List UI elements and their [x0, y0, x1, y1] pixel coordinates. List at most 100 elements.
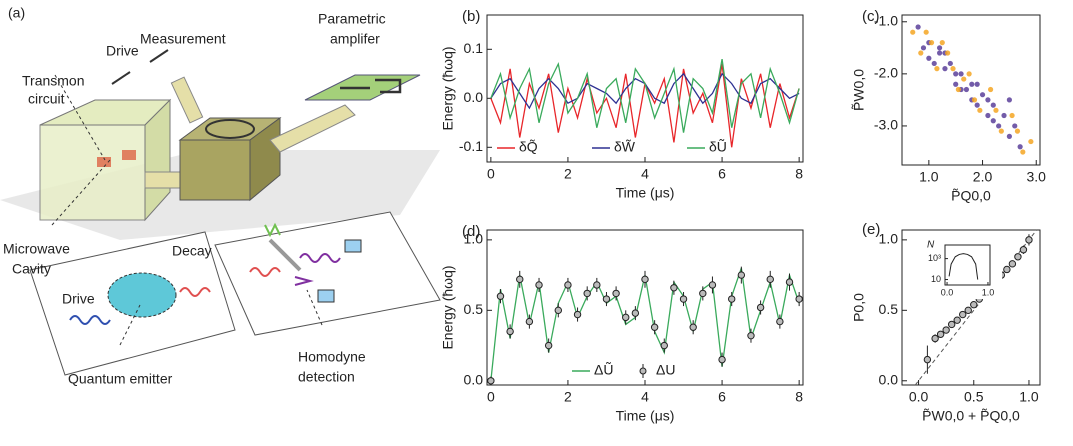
data-point: [506, 327, 514, 336]
x-tick-label: 0.0: [909, 389, 929, 405]
data-point: [573, 310, 582, 319]
scatter-point: [934, 66, 940, 72]
diagram-label: detection: [298, 369, 355, 385]
emitter: [107, 272, 177, 318]
scatter-point: [1006, 133, 1012, 139]
x-tick-label: 0: [487, 389, 495, 405]
y-tick-label: 10³: [928, 253, 941, 263]
y-tick-label: -0.1: [459, 138, 483, 154]
setup-diagram: [0, 49, 441, 376]
y-axis-label: N: [927, 240, 935, 251]
diagram-label: circuit: [28, 91, 65, 107]
diagram-label: Transmon: [22, 73, 85, 89]
data-point: [747, 331, 755, 340]
data-point: [923, 355, 932, 364]
data-point: [699, 289, 707, 298]
scatter-point: [923, 29, 929, 35]
x-tick-label: 1.0: [1019, 389, 1039, 405]
scatter-point: [955, 86, 961, 93]
data-point: [496, 292, 505, 300]
scatter-point: [926, 55, 932, 61]
diagram-label: Microwave: [3, 241, 70, 257]
legend-label: δW̃: [614, 138, 636, 154]
data-point: [1014, 253, 1022, 261]
scatter-point: [942, 66, 948, 72]
x-axis-label: Time (μs): [616, 408, 675, 424]
chart-panel: 0 2 4 6 8 0.0 0.5 1.0(d) Time (μs) Energy (ħωq) ΔŨ…: [440, 223, 804, 424]
data-point: [728, 295, 736, 303]
y-tick-label: -3.0: [874, 117, 898, 133]
plot-frame: [901, 229, 1041, 386]
scatter-point: [998, 128, 1004, 134]
cavity-front: [39, 124, 146, 221]
data-point: [583, 289, 591, 298]
data-point: [525, 317, 534, 326]
chart-panel: 0 2 4 6 8 -0.1 0.0 0.1 (b) Time (μs) Energy (ħωq) δ…: [440, 8, 804, 201]
scatter-point: [947, 60, 953, 67]
chart-panel: 1.0 2.0 3.0 -1.0 -2.0 -3.0 (c) P̃Q0,0 P̃W0,0: [850, 8, 1046, 204]
x-tick-label: 1.0: [982, 287, 995, 297]
scatter-point: [985, 112, 991, 119]
scatter-point: [928, 40, 935, 46]
data-point: [554, 306, 562, 315]
scatter-point: [990, 118, 996, 124]
data-point: [544, 341, 553, 350]
y-tick-label: 0.5: [879, 301, 899, 317]
data-point: [737, 271, 746, 279]
y-tick-label: -2.0: [874, 65, 898, 81]
scatter-point: [1006, 97, 1012, 103]
legend-label: δQ̃: [519, 138, 538, 154]
legend-swatch: [639, 367, 647, 375]
y-axis-label: P0,0: [851, 293, 867, 322]
y-tick-label: 0.1: [464, 40, 484, 56]
data-point: [1008, 260, 1017, 268]
circulator-front: [179, 139, 251, 201]
data-point: [959, 310, 967, 319]
transmon-pad: [97, 157, 111, 167]
scatter-point: [966, 71, 972, 77]
data-point: [936, 330, 945, 338]
diagram-label: Quantum emitter: [68, 371, 173, 387]
diagram-label: Decay: [172, 243, 212, 259]
arrow: [111, 71, 131, 85]
scatter-point: [971, 97, 978, 103]
data-point: [1025, 236, 1033, 244]
data-point: [487, 377, 495, 385]
data-point: [535, 281, 543, 289]
y-tick-label: 0.0: [464, 371, 484, 387]
data-point: [650, 323, 659, 331]
scatter-point: [945, 50, 951, 56]
scatter-point: [1001, 112, 1007, 119]
data-point: [931, 334, 939, 343]
scatter-point: [1012, 123, 1018, 129]
x-tick-label: 4: [641, 389, 649, 405]
legend-label: ΔŨ: [594, 362, 613, 378]
y-tick-label: 0.5: [464, 301, 484, 317]
x-tick-label: 8: [795, 166, 803, 182]
scatter-point: [950, 66, 956, 72]
x-tick-label: 0.0: [941, 287, 954, 297]
scatter-point: [993, 107, 999, 113]
x-tick-label: 4: [641, 166, 649, 182]
legend-label: ΔU: [656, 362, 675, 378]
wave: [294, 276, 314, 286]
x-tick-label: 0.5: [964, 389, 984, 405]
scatter-point: [974, 102, 980, 108]
panel-label: (e): [862, 221, 880, 238]
diagram-label: Measurement: [140, 31, 226, 47]
data-point: [641, 275, 649, 284]
panel-label: (a): [8, 5, 25, 21]
pointer: [119, 304, 141, 346]
y-tick-label: 1.0: [464, 231, 484, 247]
scatter-point: [1014, 128, 1021, 134]
circulator-ring: [205, 119, 255, 139]
scatter-point: [920, 45, 927, 51]
diagram-label: Drive: [106, 43, 139, 59]
scatter-point: [958, 71, 964, 77]
data-point: [564, 281, 572, 289]
data-point: [516, 275, 524, 284]
data-point: [660, 341, 668, 350]
data-point: [612, 289, 620, 298]
scatter-point: [961, 76, 967, 82]
